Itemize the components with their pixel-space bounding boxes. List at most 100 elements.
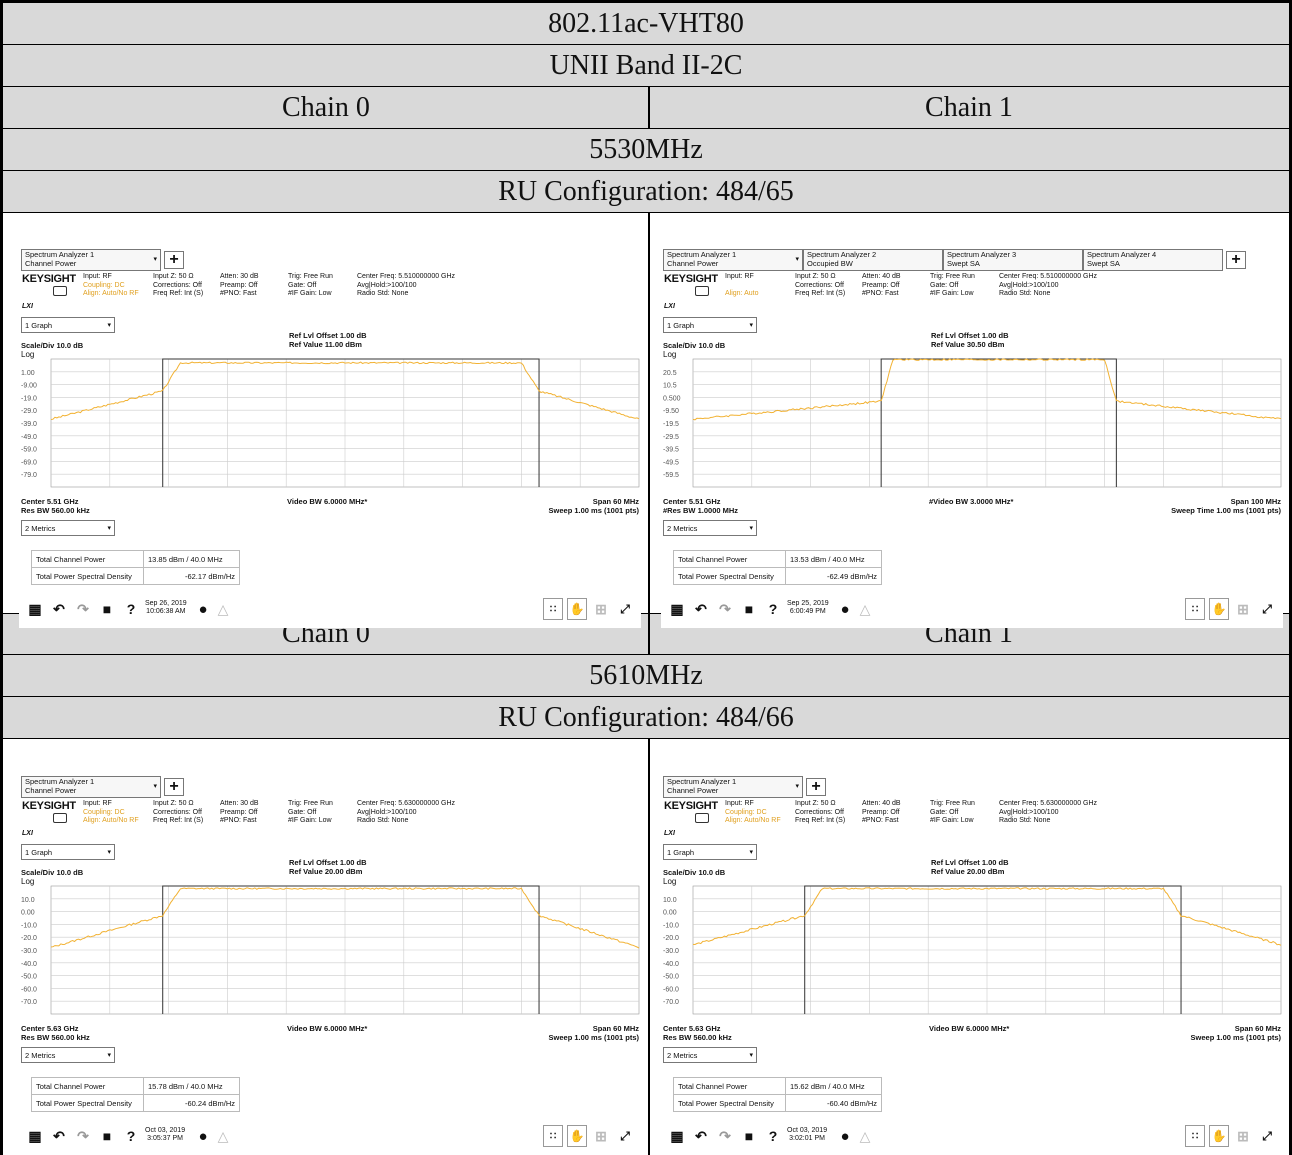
- keypad-icon[interactable]: ∷: [1185, 598, 1205, 620]
- analyzer-tab[interactable]: Spectrum Analyzer 1 Channel Power ▾: [663, 249, 803, 271]
- help-icon[interactable]: ?: [768, 601, 778, 617]
- windows-icon[interactable]: ▦: [28, 600, 42, 617]
- redo-icon[interactable]: ↷: [719, 600, 731, 617]
- spectrum-plot[interactable]: 1.00 -9.00 -19.0 -29.0 -39.0 -49.0 -59.0 -69.0 -…: [19, 347, 641, 499]
- touch-icon[interactable]: ✋: [1209, 598, 1229, 620]
- folder-icon[interactable]: ■: [744, 1128, 754, 1144]
- folder-icon[interactable]: ■: [744, 601, 754, 617]
- graph-selector[interactable]: 1 Graph ▾: [663, 844, 757, 860]
- keypad-icon[interactable]: ∷: [543, 1125, 563, 1147]
- setting-text[interactable]: Trig: Free Run: [288, 800, 333, 807]
- setting-text[interactable]: Input: RF: [83, 800, 112, 807]
- setting-text[interactable]: Preamp: Off: [220, 281, 258, 289]
- window-layout-icon[interactable]: ⊞: [595, 1127, 607, 1144]
- setting-text[interactable]: Coupling: DC: [83, 808, 125, 816]
- setting-text[interactable]: Align: Auto: [725, 290, 759, 297]
- setting-text[interactable]: #IF Gain: Low: [930, 817, 974, 824]
- setting-text[interactable]: Align: Auto/No RF: [83, 290, 139, 297]
- undo-icon[interactable]: ↶: [695, 600, 707, 617]
- setting-text[interactable]: Center Freq: 5.510000000 GHz: [357, 273, 456, 280]
- setting-text[interactable]: Corrections: Off: [795, 808, 844, 816]
- setting-text[interactable]: Input: RF: [725, 273, 754, 280]
- analyzer-tab[interactable]: Spectrum Analyzer 1 Channel Power ▾: [21, 249, 161, 271]
- setting-text[interactable]: Gate: Off: [288, 808, 317, 816]
- setting-text[interactable]: Trig: Free Run: [288, 273, 333, 280]
- setting-text[interactable]: Radio Std: None: [357, 290, 409, 297]
- fullscreen-icon[interactable]: ⤢: [620, 1128, 630, 1143]
- setting-text[interactable]: Input Z: 50 Ω: [795, 273, 836, 280]
- setting-text[interactable]: #IF Gain: Low: [288, 817, 332, 824]
- analyzer-tab[interactable]: Spectrum Analyzer 4 Swept SA: [1083, 249, 1223, 271]
- setting-text[interactable]: Corrections: Off: [153, 281, 202, 289]
- keypad-icon[interactable]: ∷: [1185, 1125, 1205, 1147]
- setting-text[interactable]: #IF Gain: Low: [930, 290, 974, 297]
- fullscreen-icon[interactable]: ⤢: [1262, 1128, 1272, 1143]
- chat-icon[interactable]: [695, 286, 709, 296]
- window-layout-icon[interactable]: ⊞: [595, 600, 607, 617]
- setting-text[interactable]: Input: RF: [725, 800, 754, 807]
- metrics-selector[interactable]: 2 Metrics ▾: [663, 1047, 757, 1063]
- spectrum-plot[interactable]: 20.5 10.5 0.500 -9.50 -19.5 -29.5 -39.5 -49.5 -5…: [661, 347, 1283, 499]
- analyzer-tab[interactable]: Spectrum Analyzer 1 Channel Power ▾: [21, 776, 161, 798]
- metrics-selector[interactable]: 2 Metrics ▾: [663, 520, 757, 536]
- redo-icon[interactable]: ↷: [77, 1127, 89, 1144]
- setting-text[interactable]: Freq Ref: Int (S): [795, 290, 846, 297]
- touch-icon[interactable]: ✋: [1209, 1125, 1229, 1147]
- setting-text[interactable]: Input: RF: [83, 273, 112, 280]
- setting-text[interactable]: Atten: 30 dB: [220, 800, 259, 807]
- setting-text[interactable]: #PNO: Fast: [862, 817, 899, 824]
- touch-icon[interactable]: ✋: [567, 598, 587, 620]
- metrics-selector[interactable]: 2 Metrics ▾: [21, 520, 115, 536]
- graph-selector[interactable]: 1 Graph ▾: [21, 317, 115, 333]
- undo-icon[interactable]: ↶: [695, 1127, 707, 1144]
- setting-text[interactable]: Corrections: Off: [153, 808, 202, 816]
- setting-text[interactable]: Preamp: Off: [862, 281, 900, 289]
- graph-selector[interactable]: 1 Graph ▾: [21, 844, 115, 860]
- setting-text[interactable]: Input Z: 50 Ω: [795, 800, 836, 807]
- setting-text[interactable]: Trig: Free Run: [930, 273, 975, 280]
- setting-text[interactable]: Freq Ref: Int (S): [795, 817, 846, 824]
- windows-icon[interactable]: ▦: [670, 1127, 684, 1144]
- setting-text[interactable]: Align: Auto/No RF: [83, 817, 139, 824]
- setting-text[interactable]: #IF Gain: Low: [288, 290, 332, 297]
- setting-text[interactable]: Atten: 40 dB: [862, 273, 901, 280]
- setting-text[interactable]: Coupling: DC: [83, 281, 125, 289]
- setting-text[interactable]: Center Freq: 5.510000000 GHz: [999, 273, 1098, 280]
- help-icon[interactable]: ?: [126, 601, 136, 617]
- touch-icon[interactable]: ✋: [567, 1125, 587, 1147]
- window-layout-icon[interactable]: ⊞: [1237, 600, 1249, 617]
- add-screen-button[interactable]: +: [806, 778, 826, 796]
- setting-text[interactable]: Center Freq: 5.630000000 GHz: [357, 800, 456, 807]
- setting-text[interactable]: Gate: Off: [930, 281, 959, 289]
- setting-text[interactable]: Center Freq: 5.630000000 GHz: [999, 800, 1098, 807]
- setting-text[interactable]: #PNO: Fast: [220, 817, 257, 824]
- setting-text[interactable]: Radio Std: None: [999, 817, 1051, 824]
- setting-text[interactable]: Avg|Hold:>100/100: [999, 281, 1059, 289]
- setting-text[interactable]: Atten: 40 dB: [862, 800, 901, 807]
- analyzer-tab[interactable]: Spectrum Analyzer 2 Occupied BW: [803, 249, 943, 271]
- folder-icon[interactable]: ■: [102, 601, 112, 617]
- help-icon[interactable]: ?: [768, 1128, 778, 1144]
- chat-icon[interactable]: ●: [198, 600, 208, 618]
- chat-icon[interactable]: [695, 813, 709, 823]
- help-icon[interactable]: ?: [126, 1128, 136, 1144]
- setting-text[interactable]: #PNO: Fast: [862, 290, 899, 297]
- setting-text[interactable]: Radio Std: None: [999, 290, 1051, 297]
- window-layout-icon[interactable]: ⊞: [1237, 1127, 1249, 1144]
- windows-icon[interactable]: ▦: [670, 600, 684, 617]
- setting-text[interactable]: Coupling: DC: [725, 808, 767, 816]
- setting-text[interactable]: Preamp: Off: [862, 808, 900, 816]
- spectrum-plot[interactable]: 10.0 0.00 -10.0 -20.0 -30.0 -40.0 -50.0 -60.0 -7…: [661, 874, 1283, 1026]
- chat-icon[interactable]: [53, 813, 67, 823]
- setting-text[interactable]: Align: Auto/No RF: [725, 817, 781, 824]
- chat-icon[interactable]: ●: [840, 600, 850, 618]
- setting-text[interactable]: Input Z: 50 Ω: [153, 273, 194, 280]
- add-screen-button[interactable]: +: [164, 251, 184, 269]
- setting-text[interactable]: Corrections: Off: [795, 281, 844, 289]
- setting-text[interactable]: Input Z: 50 Ω: [153, 800, 194, 807]
- setting-text[interactable]: Preamp: Off: [220, 808, 258, 816]
- setting-text[interactable]: Freq Ref: Int (S): [153, 817, 204, 824]
- setting-text[interactable]: Avg|Hold:>100/100: [999, 808, 1059, 816]
- redo-icon[interactable]: ↷: [77, 600, 89, 617]
- fullscreen-icon[interactable]: ⤢: [620, 601, 630, 616]
